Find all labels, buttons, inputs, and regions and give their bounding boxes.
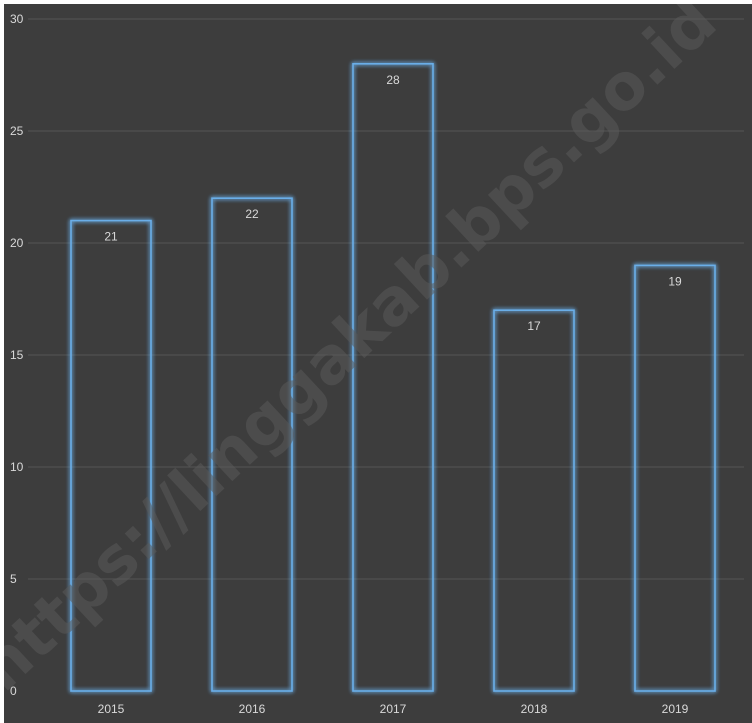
y-tick-label-10: 10 [10, 460, 24, 474]
x-tick-label-2017: 2017 [380, 702, 407, 716]
chart-area: 0 5 10 15 20 25 30 21 22 28 17 19 2015 2016 2017 2018… [4, 4, 752, 723]
data-label-2018: 17 [527, 319, 541, 333]
y-axis-ticks: 0 5 10 15 20 25 30 [10, 12, 24, 698]
y-tick-label-5: 5 [10, 572, 17, 586]
bar-2016 [211, 197, 293, 692]
bar-2017 [352, 62, 434, 692]
x-axis-ticks: 2015 2016 2017 2018 2019 [98, 702, 689, 716]
bar-2019 [634, 264, 716, 692]
y-tick-label-20: 20 [10, 236, 24, 250]
bar-chart: 0 5 10 15 20 25 30 21 22 28 17 19 2015 2016 2017 2018… [4, 4, 744, 716]
y-tick-label-15: 15 [10, 348, 24, 362]
data-label-2017: 28 [386, 73, 400, 87]
bar-2018 [493, 309, 575, 692]
data-labels: 21 22 28 17 19 [104, 73, 682, 333]
x-tick-label-2019: 2019 [662, 702, 689, 716]
x-tick-label-2016: 2016 [239, 702, 266, 716]
data-label-2016: 22 [245, 207, 259, 221]
y-tick-label-25: 25 [10, 124, 24, 138]
data-label-2015: 21 [104, 230, 118, 244]
x-tick-label-2015: 2015 [98, 702, 125, 716]
y-tick-label-30: 30 [10, 12, 24, 26]
data-label-2019: 19 [668, 274, 682, 288]
bars [70, 62, 716, 692]
x-tick-label-2018: 2018 [521, 702, 548, 716]
bar-2015 [70, 219, 152, 692]
gridlines [28, 18, 744, 580]
y-tick-label-0: 0 [10, 684, 17, 698]
